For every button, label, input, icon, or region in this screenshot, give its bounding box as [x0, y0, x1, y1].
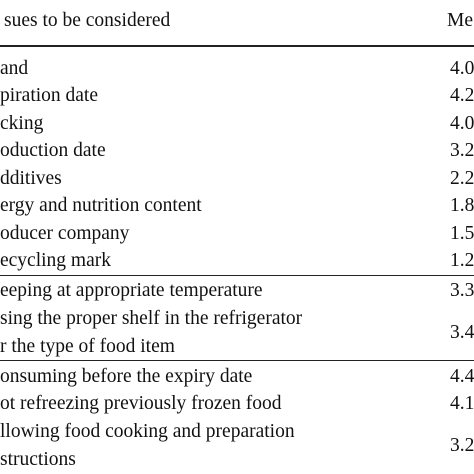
rule — [0, 45, 474, 47]
row-value: 4.1 — [450, 393, 474, 414]
row-label: sing the proper shelf in the refrigerato… — [0, 308, 303, 329]
row-value: 4.0 — [450, 113, 474, 134]
row-value: 3.3 — [450, 280, 474, 301]
row-value: 4.4 — [450, 366, 474, 387]
row-label: structions — [0, 449, 76, 470]
row-value: 3.4 — [450, 322, 474, 343]
row-label: llowing food cooking and preparation — [0, 421, 295, 442]
row-label: dditives — [0, 168, 62, 189]
rule — [0, 275, 474, 276]
row-value: 3.2 — [450, 140, 474, 161]
row-label: cking — [0, 113, 44, 134]
row-label: oducer company — [0, 223, 130, 244]
row-value: 1.5 — [450, 223, 474, 244]
row-label: ecycling mark — [0, 250, 111, 271]
row-label: onsuming before the expiry date — [0, 366, 253, 387]
row-label: eeping at appropriate temperature — [0, 280, 263, 301]
row-label: r the type of food item — [0, 336, 175, 357]
row-label: and — [0, 58, 29, 79]
row-value: 3.2 — [450, 435, 474, 456]
row-value: 2.2 — [450, 168, 474, 189]
row-value: 4.0 — [450, 58, 474, 79]
row-label: ot refreezing previously frozen food — [0, 393, 282, 414]
row-label: piration date — [0, 85, 99, 106]
row-value: 4.2 — [450, 85, 474, 106]
rule — [0, 360, 474, 361]
header-cell: sues to be considered — [4, 10, 171, 31]
row-value: 1.8 — [450, 195, 474, 216]
header-cell: Me — [447, 10, 473, 31]
row-label: ergy and nutrition content — [0, 195, 202, 216]
row-label: oduction date — [0, 140, 106, 161]
row-value: 1.2 — [450, 250, 474, 271]
